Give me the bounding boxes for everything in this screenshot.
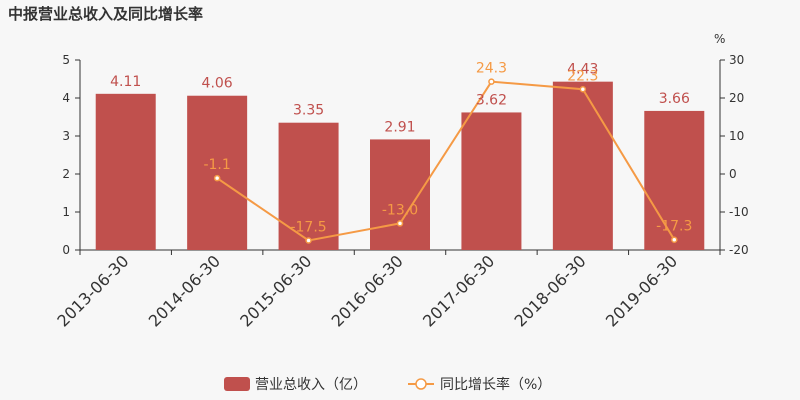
- y-left-tick-label: 3: [62, 129, 70, 143]
- x-tick-label: 2015-06-30: [236, 251, 315, 330]
- y-right-tick-label: -20: [729, 243, 749, 257]
- bar-data-label: 4.06: [202, 76, 233, 92]
- legend-bar-swatch: [224, 377, 250, 391]
- y-right-tick-label: 30: [729, 53, 744, 67]
- y-right-unit-label: %: [714, 32, 725, 46]
- line-data-label: -13.0: [382, 202, 418, 218]
- chart-title: 中报营业总收入及同比增长率: [8, 5, 203, 23]
- y-left-tick-label: 0: [62, 243, 70, 257]
- line-data-label: 22.3: [567, 68, 598, 84]
- line-data-label: -17.3: [656, 219, 692, 235]
- legend-bar-label: 营业总收入（亿）: [255, 377, 367, 393]
- line-data-label: -1.1: [203, 157, 230, 173]
- x-tick-label: 2019-06-30: [602, 251, 681, 330]
- x-tick-label: 2014-06-30: [145, 251, 224, 330]
- bar: [644, 110, 705, 250]
- line-data-label: -17.5: [290, 220, 326, 236]
- legend-line-label: 同比增长率（%）: [440, 376, 551, 393]
- legend: 营业总收入（亿） 同比增长率（%）: [224, 376, 551, 393]
- bar: [461, 112, 522, 250]
- x-tick-label: 2018-06-30: [511, 251, 590, 330]
- bar-data-label: 2.91: [384, 119, 415, 135]
- growth-line: [216, 80, 676, 242]
- bar-data-label: 4.43: [567, 62, 598, 78]
- y-right-tick-label: 10: [729, 129, 744, 143]
- bar: [370, 139, 430, 250]
- line-point: [579, 86, 587, 93]
- bar-data-label: 3.62: [476, 92, 507, 108]
- y-right-tick-label: 20: [729, 91, 744, 105]
- y-right-tick-label: 0: [729, 167, 737, 181]
- line-point: [488, 78, 495, 85]
- y-left-tick-label: 2: [62, 167, 70, 181]
- y-left-tick-label: 5: [62, 53, 70, 67]
- bar-data-label: 4.11: [110, 74, 141, 90]
- bar: [278, 122, 339, 250]
- line-data-label: 24.3: [476, 61, 507, 77]
- line-point: [396, 220, 404, 227]
- x-tick-label: 2013-06-30: [53, 251, 132, 330]
- bar-data-label: 3.66: [659, 91, 690, 107]
- line-point: [213, 174, 221, 182]
- x-tick-label: 2017-06-30: [419, 251, 498, 330]
- y-right-tick-label: -10: [729, 205, 749, 219]
- bar: [552, 81, 613, 250]
- line-point: [305, 237, 312, 244]
- legend-line-marker: [415, 378, 427, 390]
- plot-area: 0 1 2 3 4 5 -20 -10 0 10 20 30% 2013-06-30 2014-06-30…: [53, 32, 748, 331]
- y-left-tick-label: 4: [62, 91, 70, 105]
- bar-data-label: 3.35: [293, 103, 324, 119]
- line-point: [671, 236, 678, 243]
- x-tick-label: 2016-06-30: [328, 251, 407, 330]
- y-left-tick-label: 1: [62, 205, 70, 219]
- bar: [187, 95, 248, 250]
- bar: [95, 93, 156, 250]
